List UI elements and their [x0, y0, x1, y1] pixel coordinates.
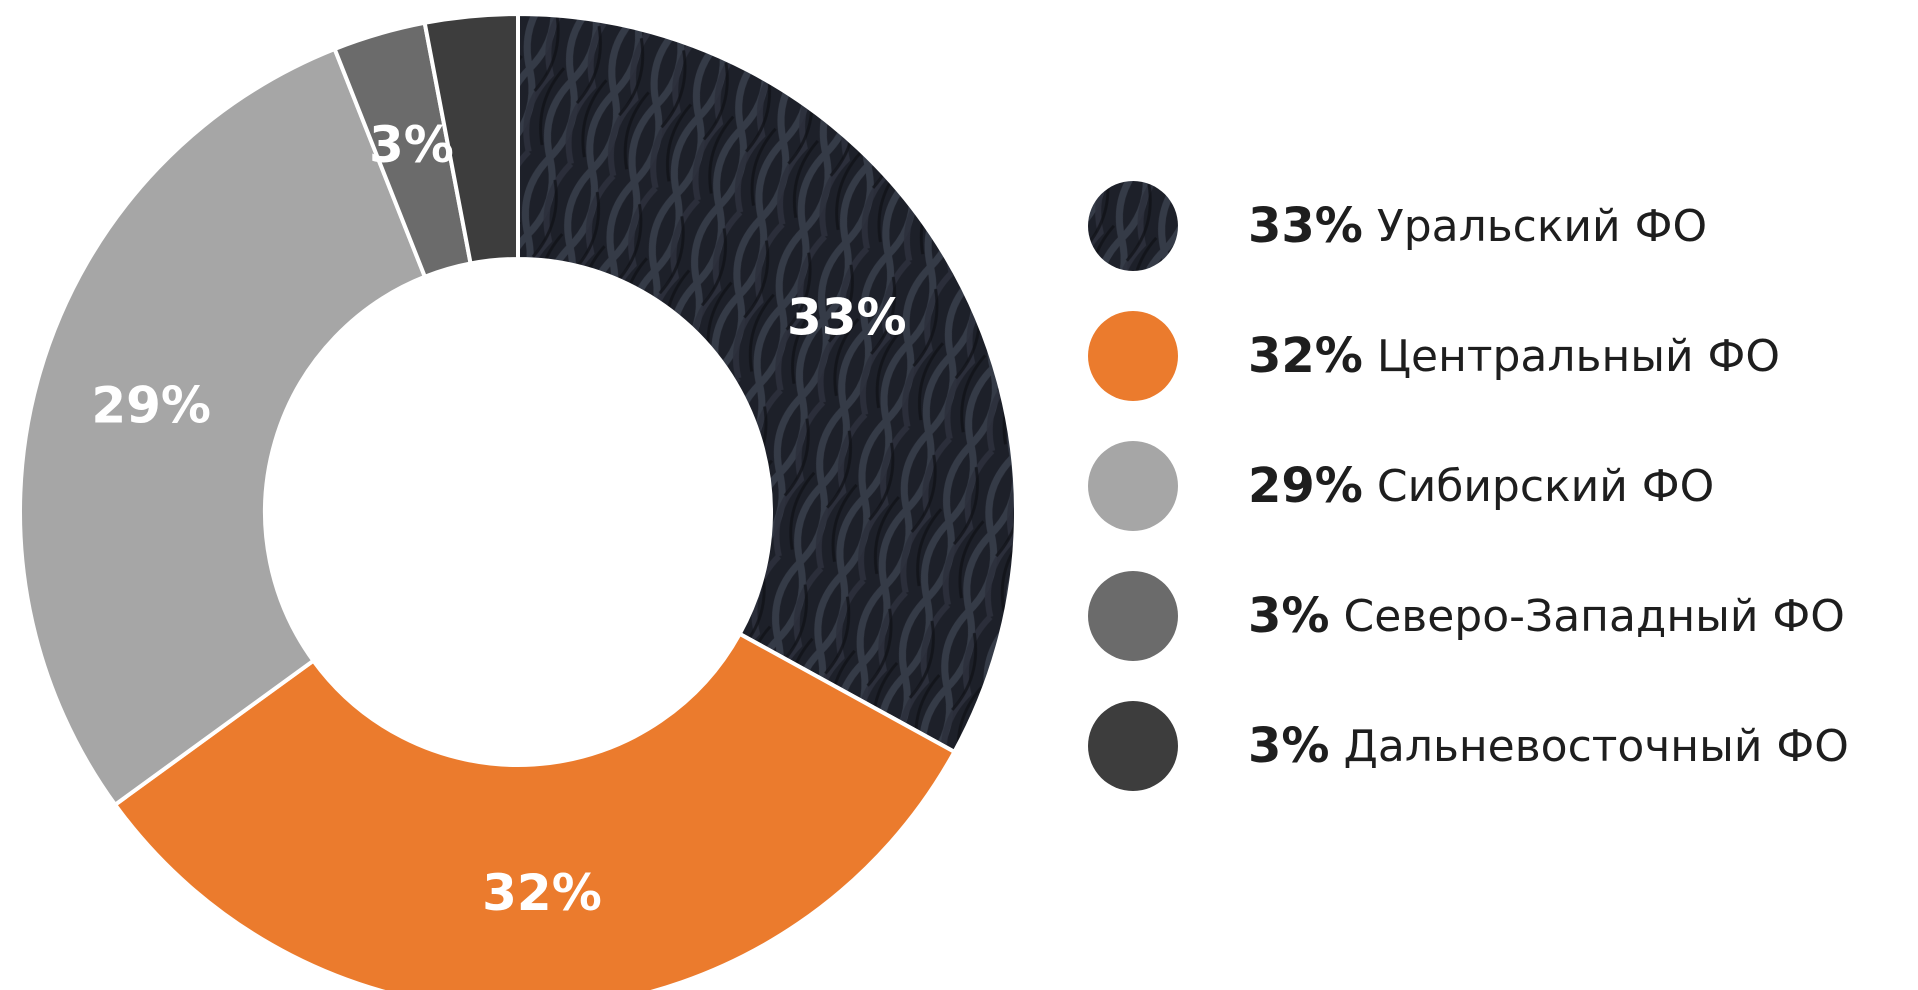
legend-swatch	[1088, 571, 1178, 661]
legend-label: 29% Сибирский ФО	[1248, 458, 1714, 514]
legend-percent: 3%	[1248, 718, 1330, 774]
slice-3	[18, 46, 427, 807]
legend-percent: 29%	[1248, 458, 1363, 514]
slice-1	[516, 12, 1018, 754]
legend-swatch	[1088, 441, 1178, 531]
legend-region-name: Сибирский ФО	[1363, 461, 1714, 512]
legend-item: 29% Сибирский ФО	[1088, 441, 1714, 531]
legend-percent: 3%	[1248, 588, 1330, 644]
legend-region-name: Дальневосточный ФО	[1330, 721, 1849, 772]
legend-swatch	[1088, 701, 1178, 791]
legend-swatch	[1088, 311, 1178, 401]
slice-labels: 33% 32% 29% 3%	[91, 116, 906, 922]
legend-item: 33% Уральский ФО	[1088, 181, 1707, 271]
slice-2	[113, 631, 957, 990]
legend: 33% Уральский ФО 32% Центральный ФО 29% Си…	[1088, 181, 1849, 791]
legend-item: 3% Северо-Западный ФО	[1088, 571, 1845, 661]
slice-label-3: 29%	[91, 376, 211, 434]
legend-item: 3% Дальневосточный ФО	[1088, 701, 1849, 791]
slice-label-1: 33%	[787, 289, 907, 347]
legend-label: 32% Центральный ФО	[1248, 328, 1780, 384]
legend-label: 3% Дальневосточный ФО	[1248, 718, 1849, 774]
legend-region-name: Северо-Западный ФО	[1330, 591, 1845, 642]
legend-label: 3% Северо-Западный ФО	[1248, 588, 1845, 644]
slice-label-4: 3%	[369, 116, 454, 174]
legend-region-name: Уральский ФО	[1363, 201, 1707, 252]
legend-label: 33% Уральский ФО	[1248, 198, 1707, 254]
donut-slices	[18, 12, 1018, 990]
slice-5	[422, 12, 520, 266]
legend-percent: 32%	[1248, 328, 1363, 384]
slice-label-2: 32%	[482, 864, 602, 922]
legend-region-name: Центральный ФО	[1363, 331, 1780, 382]
legend-swatch	[1088, 181, 1178, 271]
legend-item: 32% Центральный ФО	[1088, 311, 1780, 401]
legend-percent: 33%	[1248, 198, 1363, 254]
